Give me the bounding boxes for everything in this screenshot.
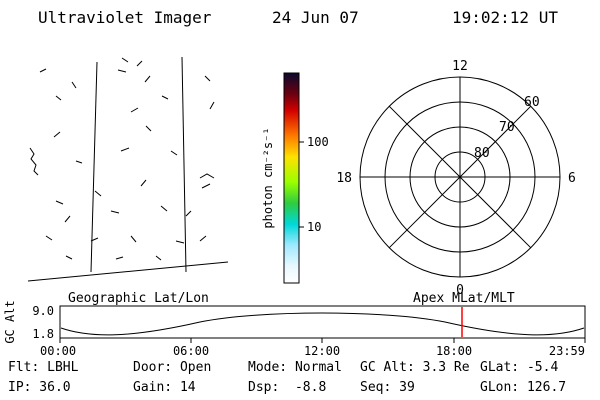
colorbar-panel: 100 10 photon cm⁻²s⁻¹ xyxy=(261,72,329,284)
ytick-9: 9.0 xyxy=(32,304,54,318)
timeline-label-apex: Apex MLat/MLT xyxy=(413,291,515,306)
polar-label-0: 0 xyxy=(456,283,464,298)
map-coastline-dashes xyxy=(39,57,215,261)
colorbar-tick-label-10: 10 xyxy=(307,220,321,234)
timeline-axis-label: GC Alt xyxy=(3,300,17,343)
xtick-label-2359: 23:59 xyxy=(549,344,585,358)
status-mode: Mode: Normal xyxy=(248,360,342,375)
xtick-label-0600: 06:00 xyxy=(173,344,209,358)
map-latitude-line xyxy=(27,261,229,282)
ytick-1-8: 1.8 xyxy=(32,327,54,341)
polar-label-6: 6 xyxy=(568,171,576,186)
plots-canvas: 100 10 photon cm⁻²s⁻¹ 12 18 6 0 60 70 80 xyxy=(3,56,586,358)
date-label: 24 Jun 07 xyxy=(272,8,359,27)
polar-grid-panel: 12 18 6 0 60 70 80 xyxy=(336,59,575,298)
geo-map-panel xyxy=(27,56,229,282)
polar-ring-label-70: 70 xyxy=(499,120,515,135)
time-label: 19:02:12 UT xyxy=(452,8,558,27)
app-title: Ultraviolet Imager xyxy=(38,8,212,27)
status-dsp: Dsp: -8.8 xyxy=(248,380,327,395)
status-ip: IP: 36.0 xyxy=(8,380,71,395)
map-meridian-line-1 xyxy=(90,61,98,273)
polar-spoke-diag-2 xyxy=(388,105,532,249)
colorbar-units-label: photon cm⁻²s⁻¹ xyxy=(261,127,275,228)
polar-ring-label-80: 80 xyxy=(474,146,490,161)
xtick-label-1800: 18:00 xyxy=(436,344,472,358)
colorbar-gradient xyxy=(283,72,300,284)
polar-ring-label-60: 60 xyxy=(524,95,540,110)
status-flt: Flt: LBHL xyxy=(8,360,79,375)
map-left-coastline xyxy=(29,147,39,176)
status-gcalt: GC Alt: 3.3 Re xyxy=(360,360,470,375)
polar-label-18: 18 xyxy=(336,171,352,186)
colorbar-tick-label-100: 100 xyxy=(307,135,329,149)
xtick-label-0000: 00:00 xyxy=(40,344,76,358)
status-seq: Seq: 39 xyxy=(360,380,415,395)
timeline-label-geographic: Geographic Lat/Lon xyxy=(68,291,209,306)
polar-label-12: 12 xyxy=(452,59,468,74)
status-door: Door: Open xyxy=(133,360,212,375)
status-glon: GLon: 126.7 xyxy=(480,380,567,395)
xtick-label-1200: 12:00 xyxy=(304,344,340,358)
timeline-panel: Geographic Lat/Lon Apex MLat/MLT GC Alt … xyxy=(3,291,586,358)
map-meridian-line-2 xyxy=(181,56,187,273)
status-glat: GLat: -5.4 xyxy=(480,360,559,375)
altitude-curve xyxy=(60,312,585,336)
status-gain: Gain: 14 xyxy=(133,380,196,395)
